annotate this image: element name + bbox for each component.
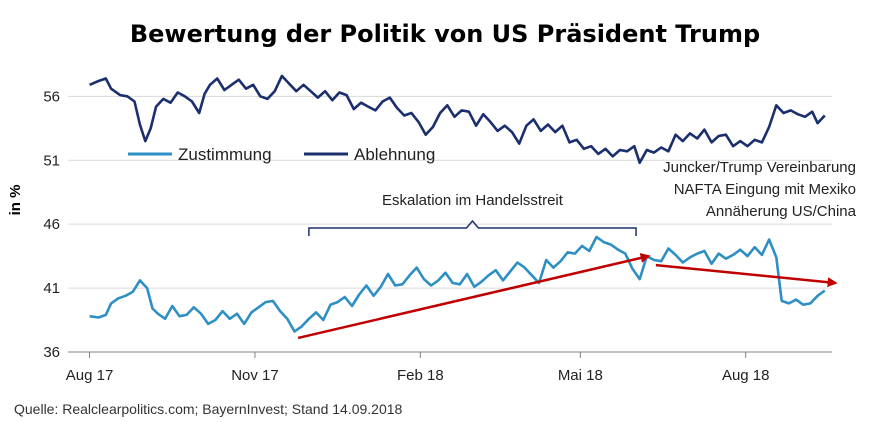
x-tick-label: Mai 18 xyxy=(558,367,603,384)
x-tick-label: Aug 18 xyxy=(722,367,770,384)
trend-arrow xyxy=(655,263,838,288)
y-tick-label: 41 xyxy=(43,280,60,297)
legend-label-zustimmung: Zustimmung xyxy=(178,145,272,164)
y-axis-ticks: 36 41 46 51 56 xyxy=(43,88,60,361)
chart-title: Bewertung der Politik von US Präsident T… xyxy=(130,20,760,48)
series-line-ablehnung xyxy=(89,74,826,165)
x-tick-label: Feb 18 xyxy=(397,367,444,384)
y-tick-label: 56 xyxy=(43,88,60,105)
annotations: Eskalation im Handelsstreit Juncker/Trum… xyxy=(308,159,857,236)
annotation-note-1: Juncker/Trump Vereinbarung xyxy=(663,159,856,176)
legend-label-ablehnung: Ablehnung xyxy=(354,145,435,164)
annotation-note-3: Annäherung US/China xyxy=(706,203,857,220)
annotation-note-2: NAFTA Eingung mit Mexiko xyxy=(674,181,856,198)
trend-arrows xyxy=(297,253,838,340)
y-tick-label: 36 xyxy=(43,344,60,361)
y-axis-label: in % xyxy=(7,185,24,216)
x-tick-label: Aug 17 xyxy=(66,367,114,384)
bracket-label: Eskalation im Handelsstreit xyxy=(382,192,564,209)
y-tick-label: 51 xyxy=(43,152,60,169)
source-note: Quelle: Realclearpolitics.com; BayernInv… xyxy=(14,401,403,417)
legend: Zustimmung Ablehnung xyxy=(128,145,435,164)
grid xyxy=(68,95,832,289)
y-tick-label: 46 xyxy=(43,216,60,233)
x-tick-label: Nov 17 xyxy=(231,367,279,384)
trend-arrow xyxy=(297,253,651,340)
bracket xyxy=(308,219,637,236)
series-lines xyxy=(89,74,826,333)
x-axis-ticks: Aug 17 Nov 17 Feb 18 Mai 18 Aug 18 xyxy=(66,351,832,384)
series-line-zustimmung xyxy=(89,235,826,333)
